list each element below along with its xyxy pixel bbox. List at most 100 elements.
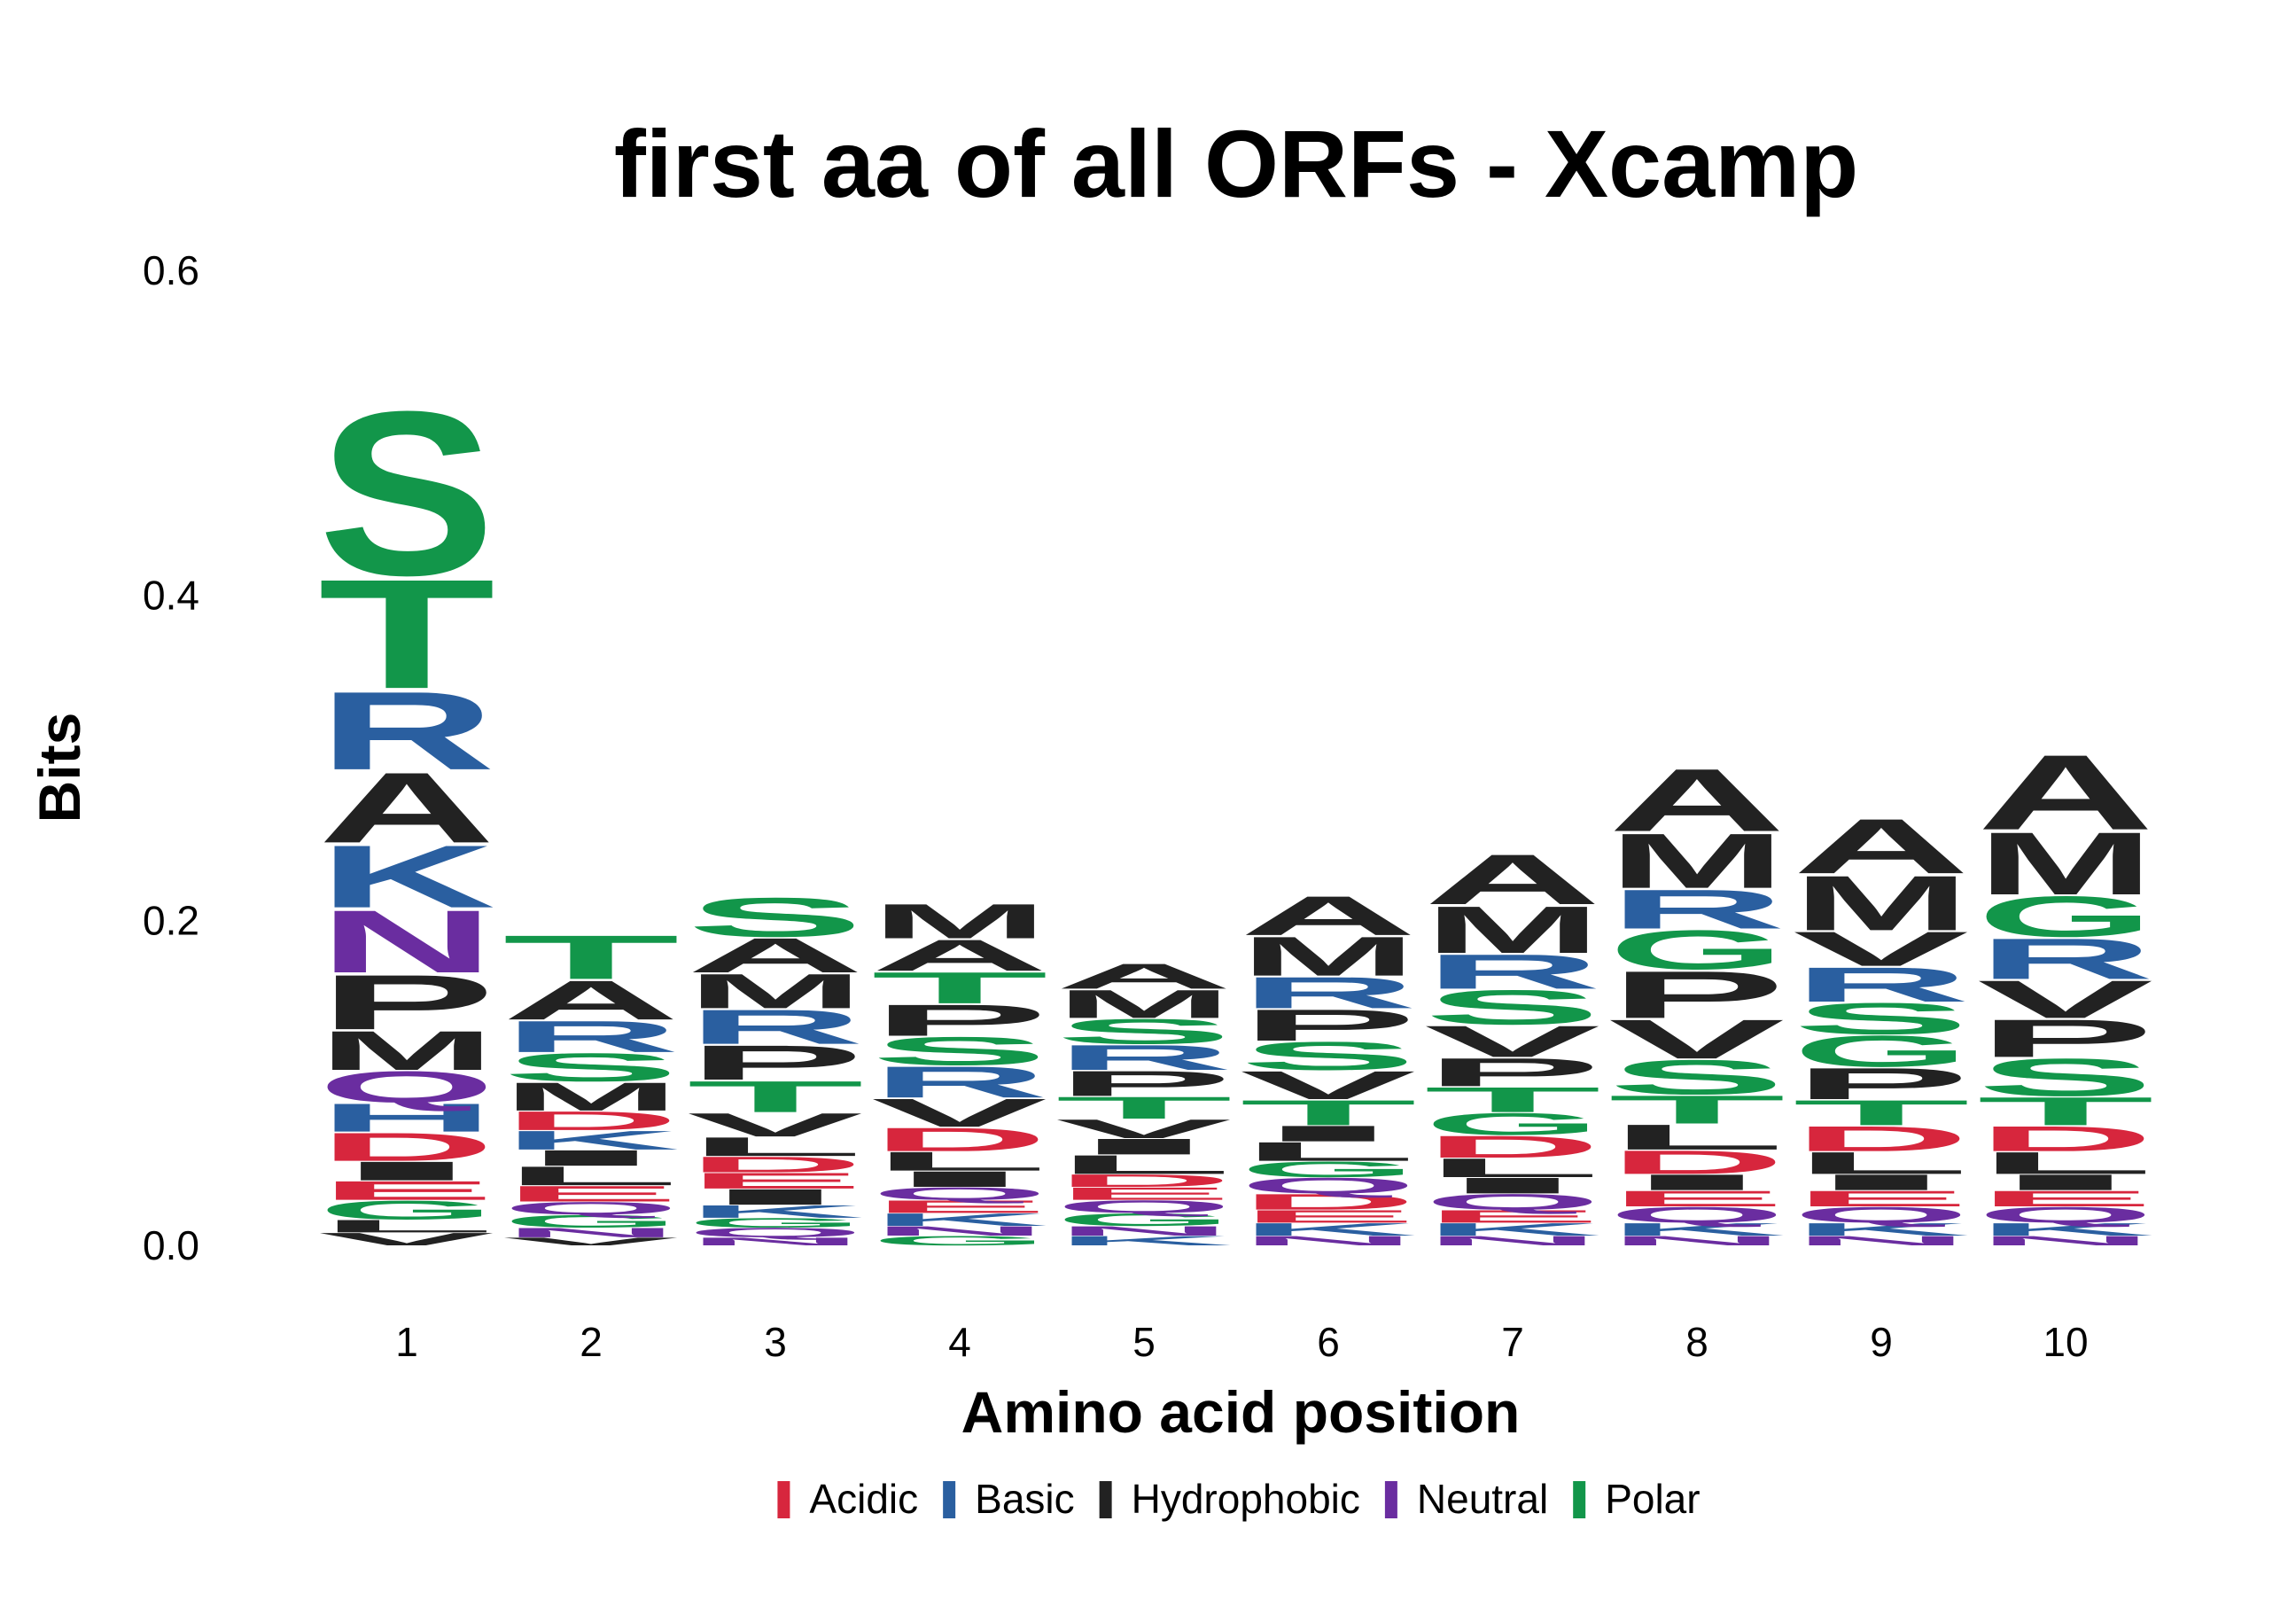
logo-letter: S — [1240, 1034, 1417, 1078]
logo-letter: L — [1055, 1150, 1233, 1180]
logo-letter: Q — [1055, 1197, 1233, 1217]
logo-letter: R — [1240, 968, 1417, 1018]
logo-letter: P — [1240, 1000, 1417, 1049]
logo-letter: D — [871, 1121, 1048, 1158]
logo-letter: G — [1055, 1210, 1233, 1230]
logo-letter: P — [1424, 1050, 1601, 1095]
logo-letter: I — [1240, 1121, 1417, 1146]
x-tick-label: 5 — [1132, 1319, 1156, 1365]
logo-letter: S — [871, 1029, 1048, 1073]
logo-letter: P — [1608, 957, 1786, 1032]
logo-letter: K — [1240, 1220, 1417, 1240]
logo-letter: I — [1055, 1135, 1233, 1159]
legend-item-polar: Polar — [1573, 1476, 1701, 1522]
logo-letter: N — [318, 892, 495, 991]
logo-letter: T — [1793, 1093, 1970, 1133]
y-axis-ticks: 0.0 0.2 0.4 0.6 — [143, 247, 199, 1268]
logo-letter: G — [687, 1215, 864, 1230]
logo-letter: N — [1608, 1233, 1786, 1248]
logo-letter: E — [871, 1197, 1048, 1216]
logo-letter: N — [687, 1236, 864, 1248]
logo-letter: Q — [1793, 1203, 1970, 1228]
logo-letter: S — [502, 1045, 680, 1089]
logo-letter: V — [1240, 1063, 1416, 1107]
x-tick-label: 3 — [764, 1319, 787, 1365]
logo-letter: G — [1240, 1157, 1417, 1182]
logo-letter: K — [1977, 1220, 2154, 1240]
logo-letter: A — [1793, 802, 1970, 890]
logo-letter: Q — [502, 1198, 680, 1219]
legend-swatch — [1099, 1481, 1112, 1518]
logo-letter: E — [1055, 1184, 1233, 1204]
logo-letter: T — [871, 963, 1048, 1012]
y-tick-label: 0.0 — [143, 1222, 199, 1268]
logo-letter: S — [318, 363, 495, 624]
logo-letter: R — [687, 1000, 864, 1055]
x-tick-label: 6 — [1317, 1319, 1340, 1365]
logo-letter: G — [1608, 919, 1786, 981]
logo-letter: P — [1055, 1064, 1233, 1104]
logo-letter: R — [871, 1057, 1048, 1107]
logo-letter: G — [502, 1212, 680, 1232]
logo-letter: A — [871, 931, 1048, 980]
legend-swatch — [1384, 1481, 1397, 1518]
logo-letter: R — [1977, 926, 2154, 991]
logo-letter: V — [1793, 922, 1969, 977]
logo-letter: S — [1055, 1011, 1233, 1051]
logo-letter: I — [1608, 1170, 1786, 1195]
logo-letter: D — [1793, 1119, 1970, 1158]
logo-letter: T — [1977, 1088, 2154, 1134]
logo-letter: M — [1608, 817, 1786, 904]
y-tick-label: 0.2 — [143, 897, 199, 943]
logo-letter: N — [502, 1225, 680, 1240]
logo-letter: G — [318, 1195, 495, 1225]
logo-letter: T — [1608, 1087, 1786, 1132]
legend-label: Neutral — [1417, 1476, 1548, 1522]
logo-letter: V — [871, 1090, 1047, 1135]
logo-letter: D — [1424, 1129, 1601, 1164]
logo-letter: L — [1977, 1146, 2154, 1181]
logo-letter: A — [1608, 751, 1786, 851]
legend-item-hydrophobic: Hydrophobic — [1099, 1476, 1360, 1522]
logo-letter: V — [1608, 1008, 1785, 1070]
legend-item-basic: Basic — [943, 1476, 1075, 1522]
logo-letter: E — [1793, 1186, 1970, 1211]
legend-label: Basic — [975, 1476, 1074, 1522]
logo-letter: N — [1977, 1233, 2154, 1248]
logo-letter: L — [502, 1161, 680, 1191]
logo-columns: VLGEIDHQMPNKARTSVNGQELIKDMSRATNQGKIEDLVT… — [318, 363, 2154, 1250]
logo-letter: I — [1977, 1170, 2154, 1195]
logo-letter: M — [502, 1074, 680, 1119]
logo-letter: I — [871, 1166, 1048, 1191]
logo-letter: P — [871, 995, 1048, 1045]
logo-letter: N — [871, 1223, 1048, 1238]
logo-letter: T — [1055, 1090, 1233, 1125]
logo-letter: I — [1424, 1174, 1601, 1198]
logo-letter: Q — [1424, 1190, 1601, 1214]
logo-letter: I — [1793, 1170, 1970, 1195]
legend-item-acidic: Acidic — [777, 1476, 918, 1522]
logo-letter: D — [318, 1125, 495, 1170]
logo-letter: A — [1424, 839, 1601, 919]
logo-letter: A — [318, 752, 495, 864]
logo-letter: A — [1055, 956, 1233, 996]
logo-letter: R — [502, 1012, 680, 1062]
logo-letter: N — [1793, 1233, 1970, 1248]
logo-letter: L — [871, 1147, 1048, 1177]
logo-letter: S — [1608, 1049, 1786, 1104]
legend-swatch — [777, 1481, 790, 1518]
logo-letter: P — [318, 958, 495, 1045]
x-tick-label: 10 — [2043, 1319, 2088, 1365]
logo-letter: K — [1424, 1220, 1601, 1240]
logo-letter: V — [1977, 970, 2153, 1030]
legend-swatch — [943, 1481, 956, 1518]
logo-letter: L — [1793, 1146, 1970, 1181]
logo-letter: T — [318, 547, 495, 722]
x-tick-label: 1 — [395, 1319, 418, 1365]
y-axis-label: Bits — [27, 713, 92, 823]
logo-letter: M — [1424, 893, 1601, 967]
logo-letter: R — [318, 668, 495, 793]
